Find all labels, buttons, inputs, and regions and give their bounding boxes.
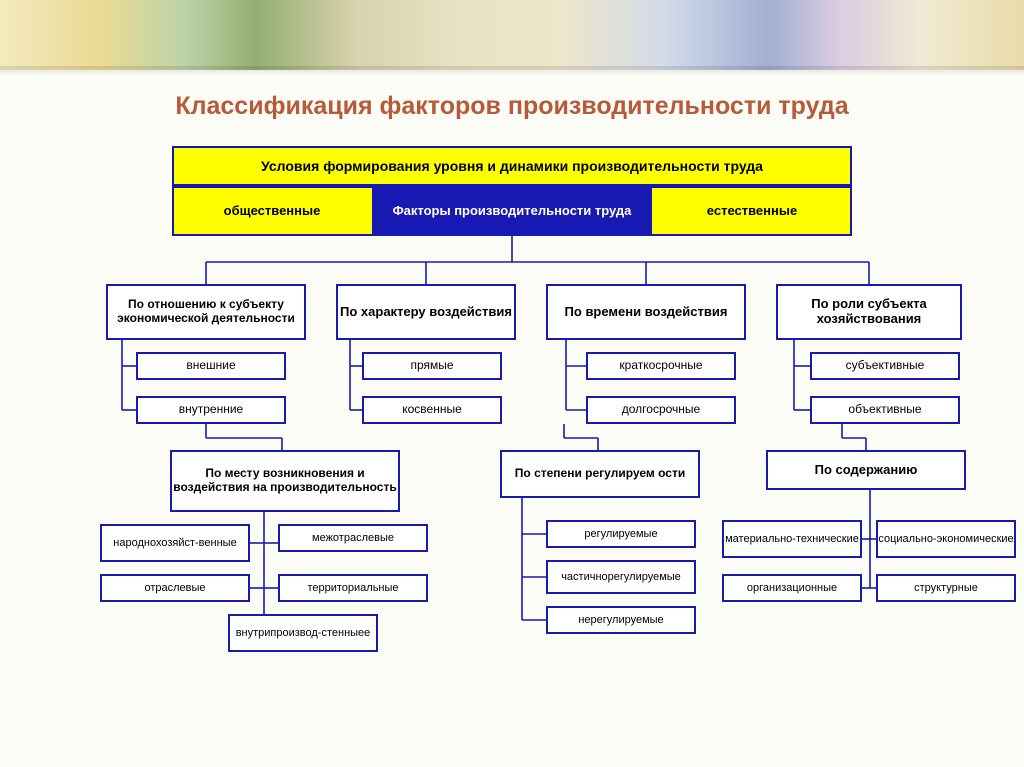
row1-item-1-1: косвенные (362, 396, 502, 424)
row1-header-1: По характеру воздействия (336, 284, 516, 340)
decorative-header-band (0, 0, 1024, 70)
row1-item-2-1: долгосрочные (586, 396, 736, 424)
row1-item-0-1: внутренние (136, 396, 286, 424)
row1-item-0-0: внешние (136, 352, 286, 380)
row2-header-1: По степени регулируем ости (500, 450, 700, 498)
row2-item-2-2: организационные (722, 574, 862, 602)
row1-header-3: По роли субъекта хозяйствования (776, 284, 962, 340)
row2-item-0-1: межотраслевые (278, 524, 428, 552)
page-title: Классификация факторов производительност… (0, 92, 1024, 121)
row1-item-3-0: субъективные (810, 352, 960, 380)
row1-item-2-0: краткосрочные (586, 352, 736, 380)
top-right-label: естественные (652, 186, 852, 236)
band-shadow (0, 66, 1024, 76)
top-header: Условия формирования уровня и динамики п… (172, 146, 852, 186)
row2-item-2-1: социально-экономические (876, 520, 1016, 558)
row2-item-1-1: частичнорегулируемые (546, 560, 696, 594)
row2-item-0-2: отраслевые (100, 574, 250, 602)
row1-header-0: По отношению к субъекту экономической де… (106, 284, 306, 340)
row2-item-1-0: регулируемые (546, 520, 696, 548)
row1-item-1-0: прямые (362, 352, 502, 380)
row2-header-2: По содержанию (766, 450, 966, 490)
top-center-box: Факторы производительности труда (372, 186, 652, 236)
row1-header-2: По времени воздействия (546, 284, 746, 340)
top-left-label: общественные (172, 186, 372, 236)
row2-header-0: По месту возникновения и воздействия на … (170, 450, 400, 512)
row2-item-0-4: внутрипроизвод-стенныее (228, 614, 378, 652)
row2-item-0-0: народнохозяйст-венные (100, 524, 250, 562)
row2-item-0-3: территориальные (278, 574, 428, 602)
row2-item-2-3: структурные (876, 574, 1016, 602)
row2-item-1-2: нерегулируемые (546, 606, 696, 634)
row2-item-2-0: материально-технические (722, 520, 862, 558)
row1-item-3-1: объективные (810, 396, 960, 424)
